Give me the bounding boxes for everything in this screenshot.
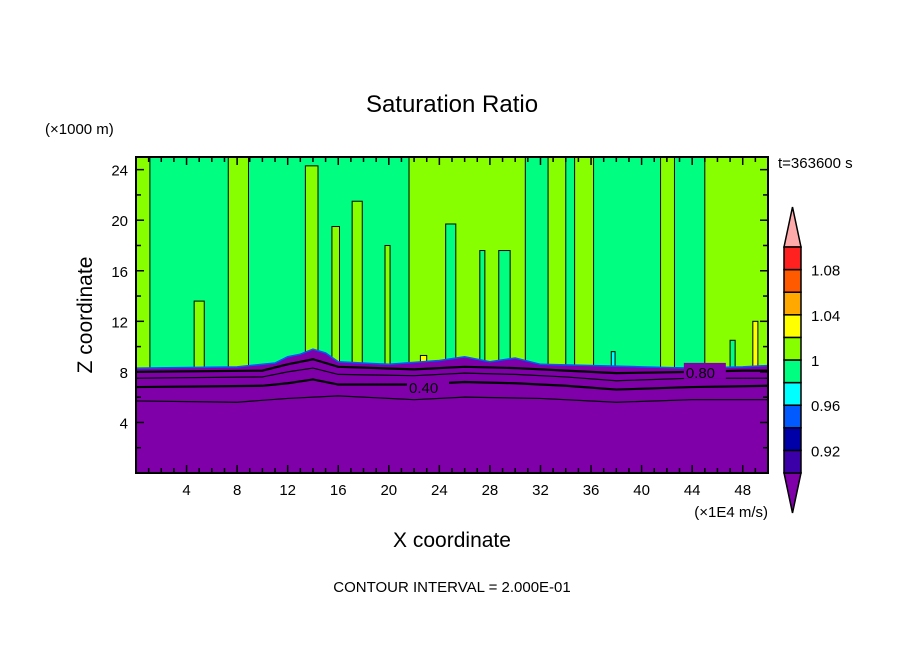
colorbar-over-triangle (783, 206, 802, 248)
contour-label-bg (683, 362, 726, 379)
colorbar-segment (783, 268, 802, 293)
x-tick-label: 24 (431, 482, 448, 499)
x-tick-label: 12 (279, 482, 296, 499)
x-tick-label: 28 (482, 482, 499, 499)
colorbar-tick-label: 0.96 (811, 398, 840, 415)
y-tick-label: 24 (111, 163, 128, 180)
colorbar-segment (783, 314, 802, 339)
colorbar-segment (783, 381, 802, 406)
time-label: t=363600 s (778, 155, 853, 172)
x-tick-label: 8 (233, 482, 241, 499)
contour-label: 0.80 (686, 365, 715, 382)
colorbar-segment (783, 404, 802, 429)
x-axis-label: X coordinate (393, 529, 511, 552)
contour-interval-label: CONTOUR INTERVAL = 2.000E-01 (333, 579, 570, 596)
x-tick-label: 16 (330, 482, 347, 499)
x-tick-label: 36 (583, 482, 600, 499)
y-tick-label: 4 (120, 415, 128, 432)
chart-title: Saturation Ratio (366, 91, 538, 118)
y-axis-label: Z coordinate (74, 257, 97, 374)
colorbar-segment (783, 336, 802, 361)
colorbar-segment (783, 246, 802, 271)
colorbar-tick-label: 1 (811, 353, 819, 370)
y-tick-label: 16 (111, 264, 128, 281)
x-tick-label: 48 (734, 482, 751, 499)
y-tick-label: 12 (111, 314, 128, 331)
x-tick-label: 32 (532, 482, 549, 499)
x-units-label: (×1E4 m/s) (694, 504, 768, 521)
colorbar-under-triangle (783, 472, 802, 514)
contour-label: 0.40 (409, 380, 438, 397)
colorbar-segment (783, 449, 802, 474)
plot-area: 0.40 0.80 (135, 156, 769, 474)
x-tick-label: 4 (182, 482, 190, 499)
x-tick-label: 20 (380, 482, 397, 499)
colorbar-tick-label: 1.04 (811, 308, 840, 325)
colorbar: 0.92 0.96 1 1.04 1.08 (783, 206, 840, 514)
colorbar-tick-label: 1.08 (811, 263, 840, 280)
colorbar-segment (783, 427, 802, 452)
contour-line-0.2 (135, 395, 768, 403)
x-tick-label: 40 (633, 482, 650, 499)
colorbar-segment (783, 359, 802, 384)
contour-line-0.6 (135, 367, 768, 382)
y-tick-label: 8 (120, 365, 128, 382)
x-tick-label: 44 (684, 482, 701, 499)
colorbar-segment (783, 291, 802, 316)
y-units-label: (×1000 m) (45, 121, 114, 138)
contour-label-bg (407, 378, 450, 395)
y-tick-label: 20 (111, 213, 128, 230)
colorbar-tick-label: 0.92 (811, 443, 840, 460)
